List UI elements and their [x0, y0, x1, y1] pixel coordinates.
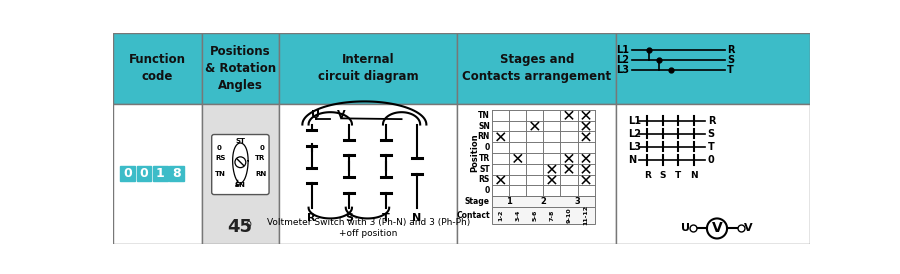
Text: 0: 0 [259, 145, 265, 151]
Text: S: S [660, 172, 666, 181]
Text: 3-4: 3-4 [516, 210, 520, 221]
Text: Function
code: Function code [129, 53, 185, 83]
Text: 1: 1 [156, 167, 165, 180]
Text: SN: SN [235, 182, 246, 188]
Bar [137, 167, 151, 181]
Bar [616, 33, 810, 104]
Bar [492, 196, 595, 207]
Text: R: R [644, 172, 651, 181]
Text: 0: 0 [485, 186, 490, 195]
Text: ST: ST [479, 165, 490, 174]
Bar [492, 207, 595, 224]
Text: S: S [345, 213, 353, 223]
Text: 0: 0 [485, 143, 490, 152]
Text: S: S [707, 129, 715, 139]
Text: 9-10: 9-10 [566, 208, 572, 223]
Text: L2: L2 [616, 55, 629, 65]
Text: TN: TN [478, 111, 490, 120]
Bar [169, 167, 184, 181]
Text: RN: RN [478, 132, 490, 141]
Text: S: S [727, 55, 734, 65]
Text: 45: 45 [227, 218, 252, 236]
Text: N: N [690, 172, 698, 181]
Bar [121, 167, 135, 181]
Text: Stages and
Contacts arrangement: Stages and Contacts arrangement [463, 53, 611, 83]
Text: 0: 0 [123, 167, 132, 180]
Text: 7-8: 7-8 [549, 210, 554, 221]
Text: Positions
& Rotation
Angles: Positions & Rotation Angles [205, 45, 276, 92]
Bar [153, 167, 167, 181]
Text: R: R [727, 45, 734, 55]
Text: RS: RS [479, 175, 490, 184]
Text: 8: 8 [172, 167, 181, 180]
FancyBboxPatch shape [212, 135, 269, 195]
Text: L2: L2 [628, 129, 641, 139]
Text: ST: ST [236, 138, 246, 144]
Bar [616, 104, 810, 244]
Text: R: R [707, 116, 716, 126]
Text: Voltmeter Switch with 3 (Ph-N) and 3 (Ph-Ph)
+off position: Voltmeter Switch with 3 (Ph-N) and 3 (Ph… [266, 218, 470, 238]
Text: Stage: Stage [465, 197, 490, 206]
Text: 2: 2 [541, 197, 546, 206]
Text: 11-12: 11-12 [583, 205, 589, 226]
Text: L3: L3 [616, 65, 629, 75]
Text: 0: 0 [216, 145, 221, 151]
Text: U: U [681, 224, 690, 233]
Bar [202, 104, 279, 244]
Bar [279, 33, 457, 104]
Text: T: T [675, 172, 681, 181]
Text: T: T [727, 65, 734, 75]
Bar [202, 33, 279, 104]
Text: T: T [382, 213, 390, 223]
Text: Position: Position [471, 134, 480, 172]
Text: 0: 0 [140, 167, 148, 180]
Bar [457, 104, 616, 244]
Bar [279, 104, 457, 244]
Text: 0: 0 [707, 155, 715, 165]
Text: L3: L3 [628, 142, 641, 152]
Text: TN: TN [215, 171, 226, 177]
Text: V: V [337, 110, 346, 119]
Text: T: T [707, 142, 715, 152]
Bar [112, 104, 202, 244]
Text: 5-6: 5-6 [533, 210, 537, 221]
Text: N: N [412, 213, 422, 223]
Text: RN: RN [255, 171, 266, 177]
Text: L1: L1 [616, 45, 629, 55]
Text: V: V [744, 224, 752, 233]
Text: TR: TR [479, 154, 490, 163]
Text: Internal
circuit diagram: Internal circuit diagram [318, 53, 418, 83]
Text: Contact: Contact [456, 211, 490, 220]
Text: V: V [712, 221, 723, 235]
Bar [112, 33, 202, 104]
Polygon shape [232, 143, 248, 183]
Circle shape [706, 218, 727, 238]
Text: 1: 1 [507, 197, 512, 206]
Text: R: R [308, 213, 316, 223]
Circle shape [235, 157, 246, 168]
Text: N: N [628, 155, 636, 165]
Text: RS: RS [215, 155, 225, 161]
Text: SN: SN [478, 122, 490, 130]
Text: U: U [311, 110, 320, 119]
Text: 3: 3 [574, 197, 580, 206]
Text: TR: TR [256, 155, 266, 161]
Bar [457, 33, 616, 104]
Text: L1: L1 [628, 116, 641, 126]
Text: 1-2: 1-2 [499, 210, 503, 221]
Text: o: o [245, 219, 251, 229]
